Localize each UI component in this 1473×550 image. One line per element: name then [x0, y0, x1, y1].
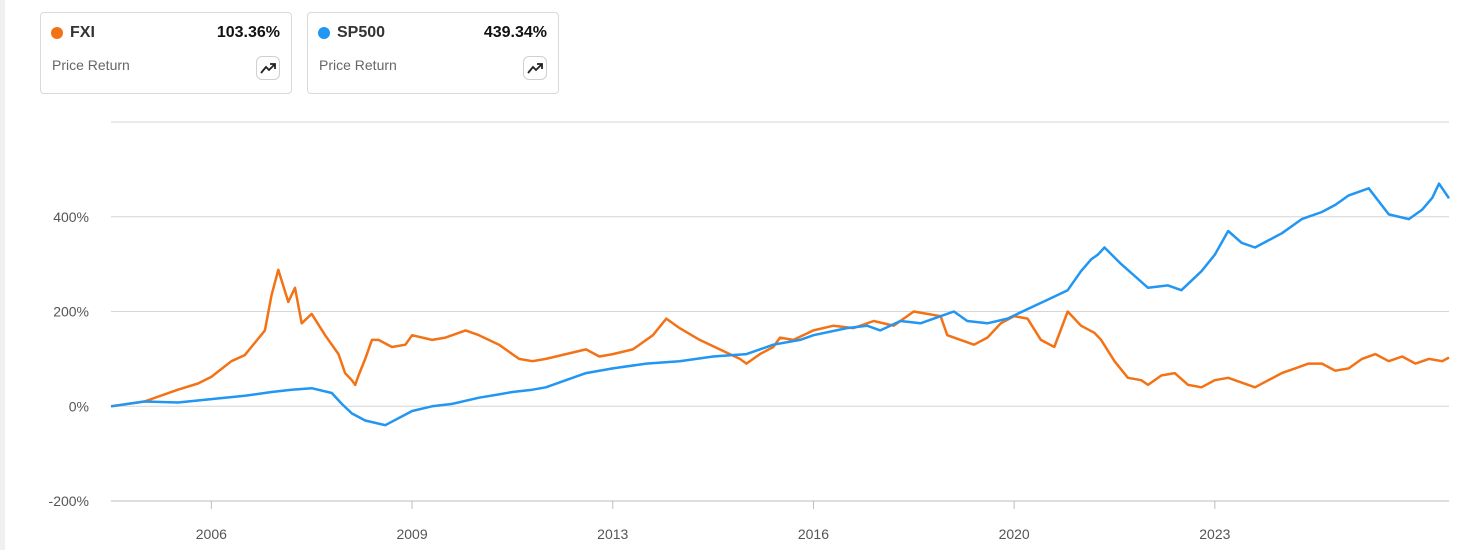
trending-up-icon[interactable]: [256, 56, 280, 80]
x-tick-label: 2020: [999, 526, 1030, 542]
trending-up-icon[interactable]: [523, 56, 547, 80]
sp500-color-dot: [318, 27, 330, 39]
y-tick-label: 0%: [69, 398, 89, 414]
legend-subtitle: Price Return: [319, 57, 397, 73]
x-tick-label: 2016: [798, 526, 829, 542]
legend-card-sp500[interactable]: SP500 439.34% Price Return: [307, 12, 559, 94]
fxi-color-dot: [51, 27, 63, 39]
legend-ticker: SP500: [337, 24, 386, 41]
legend-value: 439.34%: [483, 24, 547, 41]
x-tick-label: 2023: [1199, 526, 1230, 542]
y-tick-label: -200%: [49, 493, 89, 509]
y-tick-label: 200%: [53, 304, 89, 320]
legend-subtitle: Price Return: [52, 57, 130, 73]
legend-ticker: FXI: [70, 24, 95, 41]
y-tick-label: 400%: [53, 209, 89, 225]
x-tick-label: 2006: [196, 526, 227, 542]
x-tick-label: 2009: [396, 526, 427, 542]
legend-card-fxi[interactable]: FXI 103.36% Price Return: [40, 12, 292, 94]
legend-value: 103.36%: [216, 24, 280, 41]
series-line-fxi: [110, 268, 1450, 408]
left-edge-strip: [0, 0, 5, 550]
series-line-sp500: [110, 182, 1451, 427]
x-tick-label: 2013: [597, 526, 628, 542]
